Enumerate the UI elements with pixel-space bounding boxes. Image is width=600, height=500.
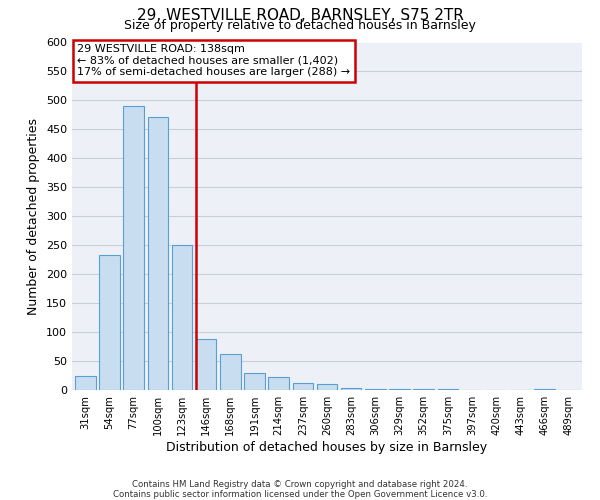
- Bar: [99, 255, 120, 390]
- Bar: [317, 384, 337, 390]
- Bar: [124, 106, 144, 390]
- Bar: [220, 354, 241, 390]
- Text: 29, WESTVILLE ROAD, BARNSLEY, S75 2TR: 29, WESTVILLE ROAD, BARNSLEY, S75 2TR: [137, 8, 463, 22]
- Text: 29 WESTVILLE ROAD: 138sqm
← 83% of detached houses are smaller (1,402)
17% of se: 29 WESTVILLE ROAD: 138sqm ← 83% of detac…: [77, 44, 350, 78]
- Bar: [244, 372, 265, 390]
- Y-axis label: Number of detached properties: Number of detached properties: [28, 118, 40, 315]
- Bar: [365, 389, 386, 390]
- Bar: [75, 376, 95, 390]
- Text: Size of property relative to detached houses in Barnsley: Size of property relative to detached ho…: [124, 19, 476, 32]
- Text: Contains HM Land Registry data © Crown copyright and database right 2024.
Contai: Contains HM Land Registry data © Crown c…: [113, 480, 487, 499]
- Bar: [148, 117, 168, 390]
- Bar: [268, 378, 289, 390]
- X-axis label: Distribution of detached houses by size in Barnsley: Distribution of detached houses by size …: [166, 441, 488, 454]
- Bar: [341, 388, 361, 390]
- Bar: [293, 383, 313, 390]
- Bar: [196, 339, 217, 390]
- Bar: [172, 245, 192, 390]
